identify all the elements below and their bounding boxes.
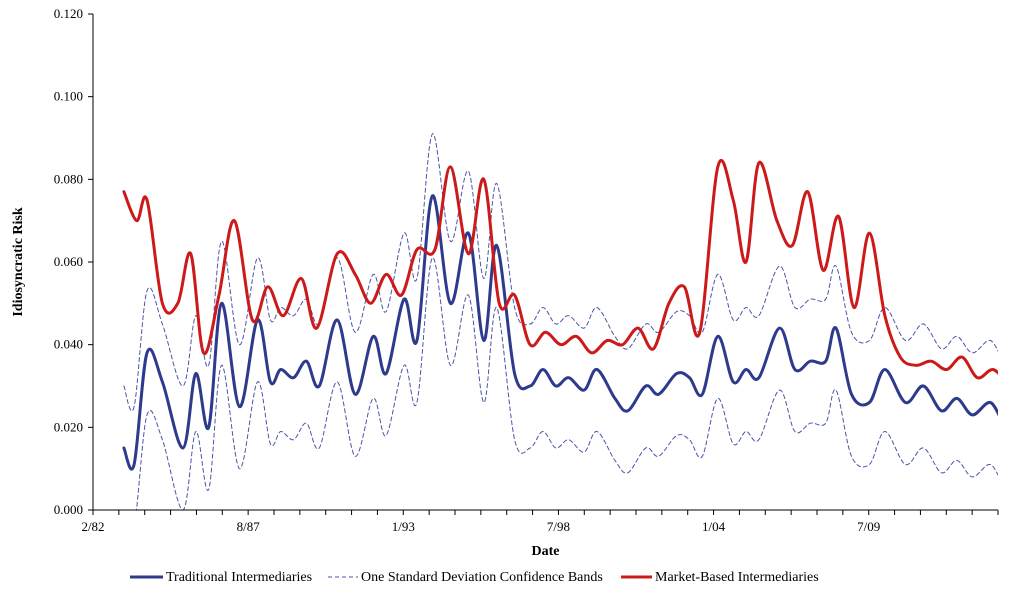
legend: Traditional Intermediaries One Standard D… xyxy=(130,570,819,585)
series-lines xyxy=(122,133,998,510)
series-line-upper-confidence-band xyxy=(123,133,998,412)
x-tick-label: 7/98 xyxy=(547,519,570,534)
legend-label: Traditional Intermediaries xyxy=(166,570,312,585)
x-tick-label: 8/87 xyxy=(237,519,261,534)
legend-label: Market-Based Intermediaries xyxy=(655,570,819,585)
y-axis-title: Idiosyncratic Risk xyxy=(11,207,26,317)
x-tick-label: 2/82 xyxy=(81,519,104,534)
axis-ticks: 0.000 0.020 0.040 0.060 0.080 0.100 0.120 2/82 8… xyxy=(54,6,999,534)
legend-label: One Standard Deviation Confidence Bands xyxy=(361,570,603,585)
y-tick-label: 0.100 xyxy=(54,89,83,104)
y-tick-label: 0.080 xyxy=(54,171,83,186)
x-axis-title: Date xyxy=(532,544,560,559)
y-tick-label: 0.000 xyxy=(54,502,83,517)
y-tick-label: 0.120 xyxy=(54,6,83,21)
series-line-market-based-intermediaries xyxy=(122,158,998,380)
y-tick-label: 0.040 xyxy=(54,337,83,352)
x-tick-label: 1/04 xyxy=(702,519,726,534)
y-tick-label: 0.060 xyxy=(54,254,83,269)
series-line-traditional-intermediaries xyxy=(122,194,998,471)
x-tick-label: 7/09 xyxy=(857,519,880,534)
y-tick-label: 0.020 xyxy=(54,419,83,434)
series-line-lower-confidence-band xyxy=(123,257,998,510)
x-tick-label: 1/93 xyxy=(392,519,415,534)
